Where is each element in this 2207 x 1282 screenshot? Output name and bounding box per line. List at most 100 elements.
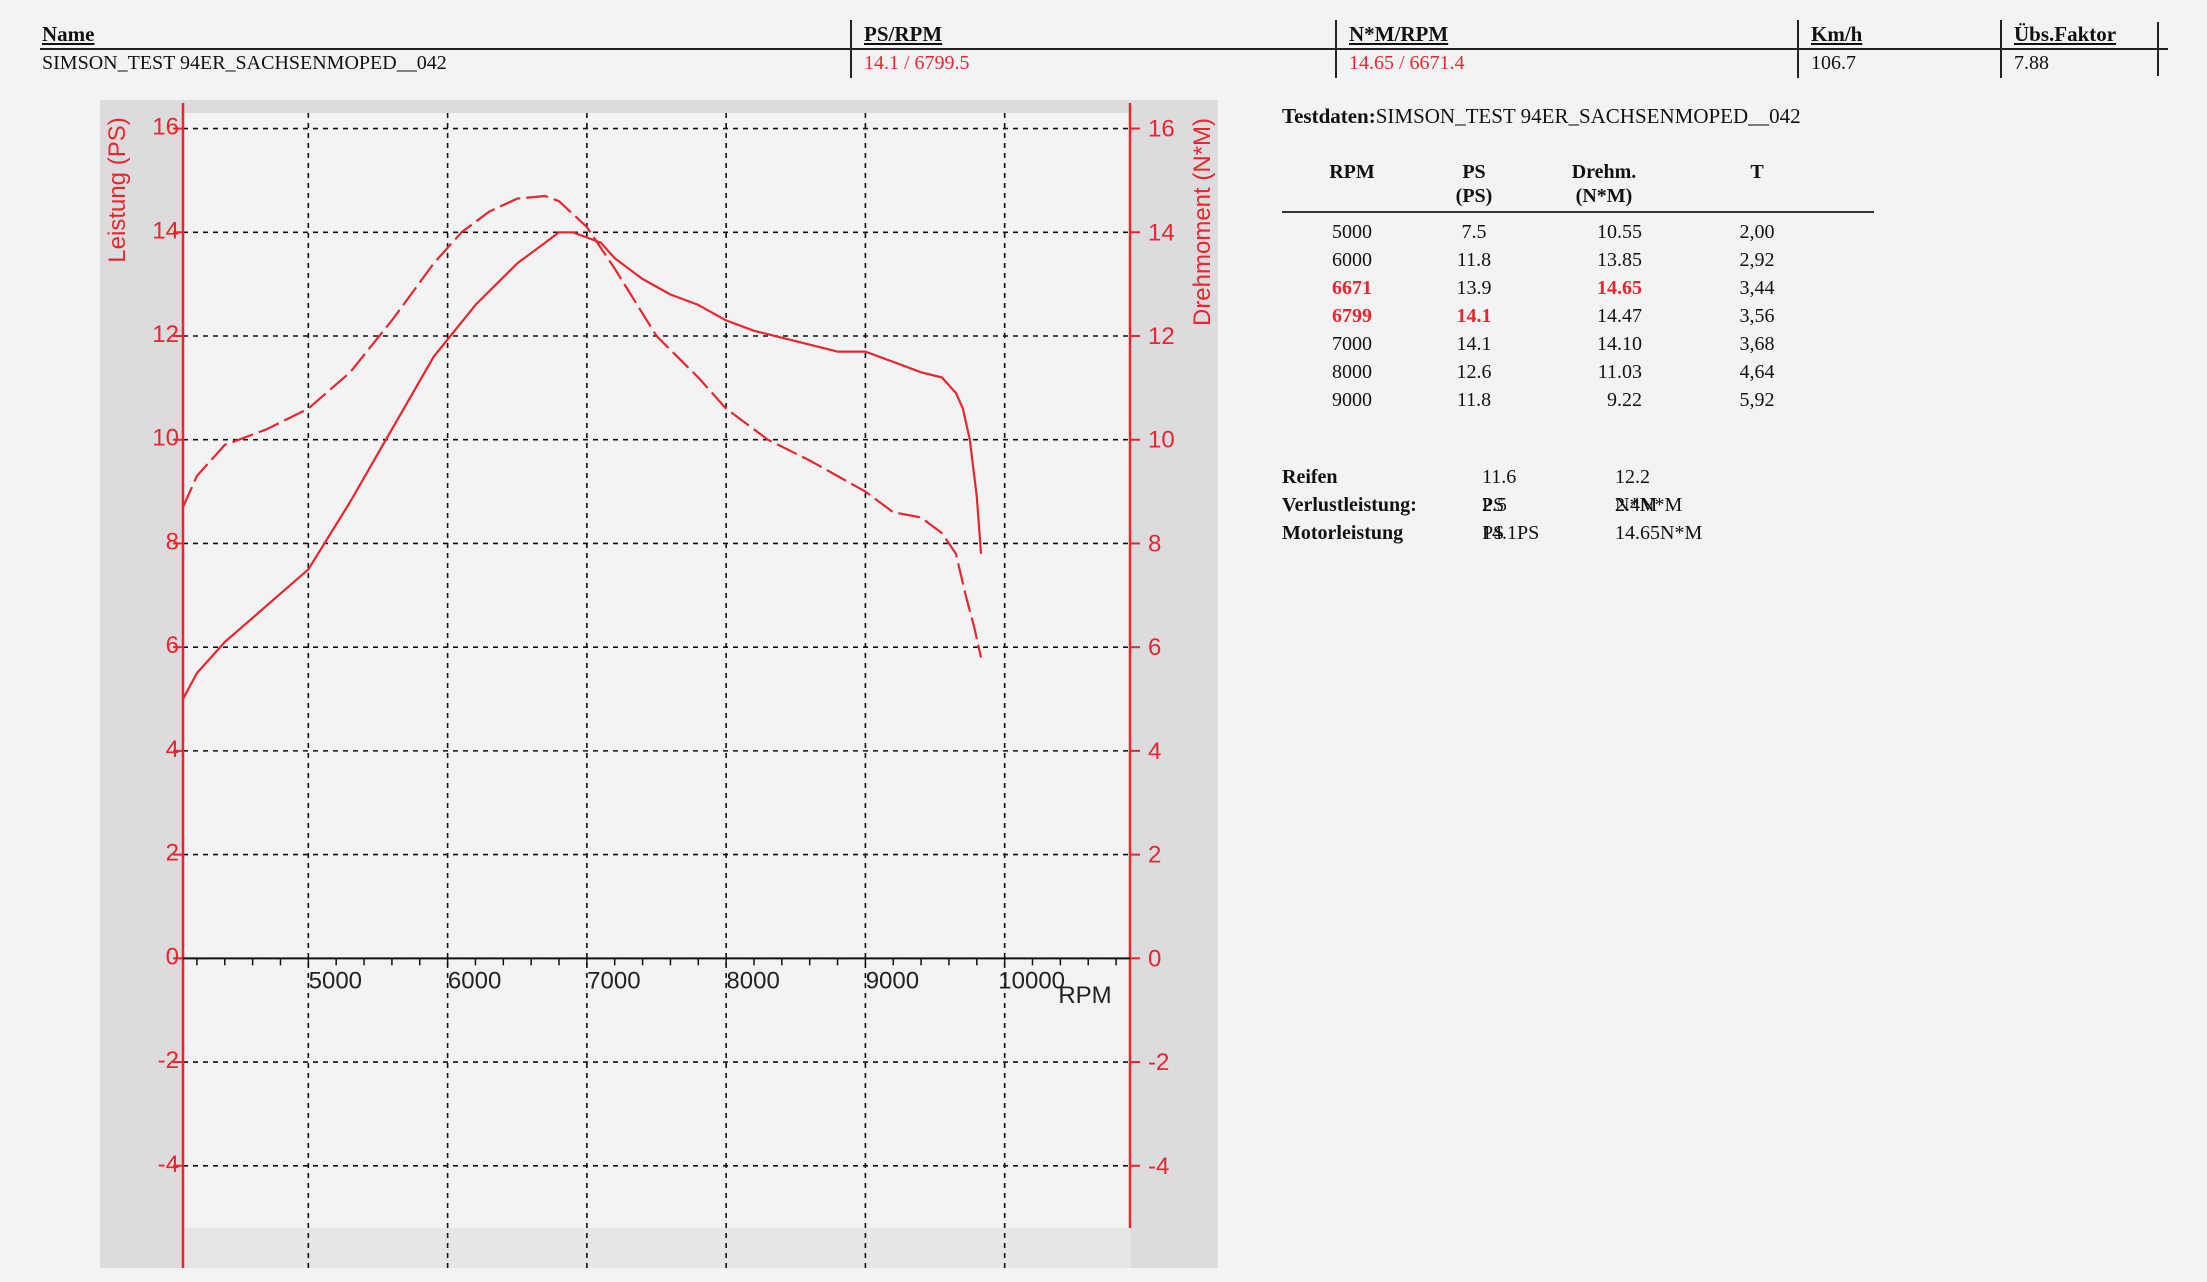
y-right-tick-label: 2 bbox=[1148, 842, 1161, 869]
table-cell-nm: 10.55 bbox=[1597, 221, 1642, 243]
table-cell-t: 2,00 bbox=[1739, 221, 1775, 243]
y-left-tick-label: 4 bbox=[166, 736, 179, 763]
header-ps-value: 14.1 / 6799.5 bbox=[864, 52, 970, 74]
x-tick-label: 6000 bbox=[448, 967, 501, 994]
chart-background bbox=[100, 100, 1218, 1268]
table-cell-nm: 14.65 bbox=[1597, 277, 1642, 299]
table-row: 9000 11.8 9.22 5,92 bbox=[1282, 386, 1874, 414]
power-curve bbox=[182, 231, 983, 700]
y-left-tick-label: 14 bbox=[152, 217, 179, 244]
col-header-drehm-line1: Drehm. bbox=[1571, 161, 1637, 183]
table-cell-ps: 7.5 bbox=[1461, 221, 1487, 243]
summary-nm: 2.4N*M bbox=[1615, 494, 1683, 516]
table-row: 6000 11.8 13.85 2,92 bbox=[1282, 246, 1874, 274]
table-cell-ps: 14.1 bbox=[1456, 305, 1492, 327]
summary-nm: 14.65N*M bbox=[1615, 522, 1703, 544]
x-tick-label: 7000 bbox=[587, 967, 640, 994]
table-cell-t: 3,68 bbox=[1739, 333, 1775, 355]
y-left-tick-label: 6 bbox=[166, 632, 179, 659]
col-header-drehm-line2: (N*M) bbox=[1575, 185, 1633, 207]
y-right-tick-label: 16 bbox=[1148, 116, 1175, 143]
y-right-tick-label: 0 bbox=[1148, 945, 1161, 972]
header-kmh-col: Km/h 106.7 bbox=[1797, 20, 1862, 78]
header-factor-value: 7.88 bbox=[2014, 52, 2049, 74]
plot-area bbox=[183, 113, 1131, 1228]
x-tick-label: 10000 bbox=[998, 967, 1065, 994]
header-nm-col: N*M/RPM 14.65 / 6671.4 bbox=[1335, 20, 1465, 78]
y-left-tick-label: 10 bbox=[152, 425, 179, 452]
dyno-chart: 16 14 12 10 8 6 4 2 0 -2 -4 16 14 12 10 8 6 4 2 0 -2 -4 5000 60… bbox=[100, 100, 1218, 1268]
table-cell-rpm: 7000 bbox=[1332, 333, 1372, 355]
table-cell-rpm: 6799 bbox=[1332, 305, 1372, 327]
summary-ps: 14.1PS bbox=[1482, 522, 1540, 544]
table-cell-ps: 11.8 bbox=[1456, 249, 1492, 271]
y-right-tick-label: 10 bbox=[1148, 427, 1175, 454]
chart-axes bbox=[181, 103, 1132, 1268]
summary-label: Reifen bbox=[1282, 466, 1338, 488]
y-right-tick-label: 4 bbox=[1148, 738, 1161, 765]
table-cell-t: 2,92 bbox=[1739, 249, 1775, 271]
summary-ps: 11.6 PS bbox=[1482, 466, 1517, 516]
header-end-bar bbox=[2157, 22, 2159, 76]
header-factor-label: Übs.Faktor bbox=[2014, 22, 2117, 46]
y-left-tick-label: 16 bbox=[152, 114, 179, 141]
table-cell-ps: 11.8 bbox=[1456, 389, 1492, 411]
y-right-tick-label: -4 bbox=[1148, 1153, 1169, 1180]
x-tick-label: 5000 bbox=[309, 967, 362, 994]
col-header-ps-line1: PS bbox=[1462, 161, 1486, 183]
x-tick-label: 9000 bbox=[866, 967, 919, 994]
header-nm-label: N*M/RPM bbox=[1349, 22, 1449, 46]
y-right-tick-label: 6 bbox=[1148, 634, 1161, 661]
table-cell-t: 3,56 bbox=[1739, 305, 1775, 327]
table-cell-nm: 11.03 bbox=[1597, 361, 1642, 383]
header-name-value: SIMSON_TEST 94ER_SACHSENMOPED__042 bbox=[42, 52, 447, 74]
y-left-tick-label: 0 bbox=[166, 943, 179, 970]
summary-ps: 2.5 PS bbox=[1482, 494, 1507, 544]
chart-ticks: 16 14 12 10 8 6 4 2 0 -2 -4 16 14 12 10 8 6 4 2 0 -2 -4 5000 60… bbox=[152, 114, 1174, 1180]
table-cell-rpm: 5000 bbox=[1332, 221, 1372, 243]
table-cell-nm: 13.85 bbox=[1597, 249, 1642, 271]
y-axis-left-label: Leistung (PS) bbox=[104, 117, 131, 262]
table-cell-ps: 12.6 bbox=[1456, 361, 1492, 383]
header-ps-label: PS/RPM bbox=[864, 22, 943, 46]
header-table: Name SIMSON_TEST 94ER_SACHSENMOPED__042 … bbox=[0, 20, 2207, 80]
testdaten-value: SIMSON_TEST 94ER_SACHSENMOPED__042 bbox=[1375, 104, 1801, 128]
torque-curve bbox=[181, 194, 983, 658]
x-tick-label: 8000 bbox=[726, 967, 779, 994]
x-axis-unit: RPM bbox=[1058, 982, 1111, 1009]
y-left-tick-label: 8 bbox=[166, 528, 179, 555]
col-header-t-text: T bbox=[1750, 161, 1764, 183]
header-kmh-value: 106.7 bbox=[1811, 52, 1856, 74]
table-cell-rpm: 6000 bbox=[1332, 249, 1372, 271]
table-cell-rpm: 6671 bbox=[1332, 277, 1372, 299]
y-right-tick-label: 8 bbox=[1148, 530, 1161, 557]
table-row: 5000 7.5 10.55 2,00 bbox=[1282, 218, 1874, 246]
header-name-label: Name bbox=[42, 22, 95, 46]
y-left-tick-label: -2 bbox=[158, 1047, 179, 1074]
header-kmh-label: Km/h bbox=[1811, 22, 1863, 46]
table-cell-ps: 13.9 bbox=[1456, 277, 1492, 299]
table-header-rule bbox=[1282, 211, 1874, 213]
table-row: 7000 14.1 14.10 3,68 bbox=[1282, 330, 1874, 358]
table-cell-t: 5,92 bbox=[1739, 389, 1775, 411]
col-header-ps: PS (PS) bbox=[1424, 160, 1524, 208]
header-ps-col: PS/RPM 14.1 / 6799.5 bbox=[850, 20, 970, 78]
y-axis-right-label: Drehmoment (N*M) bbox=[1189, 118, 1216, 326]
table-row: 6671 13.9 14.65 3,44 bbox=[1282, 274, 1874, 302]
bottom-band bbox=[183, 1228, 1131, 1268]
col-header-rpm: RPM bbox=[1282, 160, 1422, 184]
table-row: 8000 12.6 11.03 4,64 bbox=[1282, 358, 1874, 386]
table-cell-rpm: 9000 bbox=[1332, 389, 1372, 411]
y-right-tick-label: -2 bbox=[1148, 1049, 1169, 1076]
table-cell-rpm: 8000 bbox=[1332, 361, 1372, 383]
header-name-col: Name SIMSON_TEST 94ER_SACHSENMOPED__042 bbox=[42, 20, 447, 78]
col-header-t: T bbox=[1682, 160, 1832, 184]
chart-grid bbox=[183, 113, 1130, 1268]
header-nm-value: 14.65 / 6671.4 bbox=[1349, 52, 1465, 74]
table-cell-t: 3,44 bbox=[1739, 277, 1775, 299]
testdaten-line: Testdaten:SIMSON_TEST 94ER_SACHSENMOPED_… bbox=[1282, 104, 1801, 129]
testdaten-label: Testdaten: bbox=[1282, 104, 1376, 128]
y-right-tick-label: 12 bbox=[1148, 323, 1175, 350]
y-right-tick-label: 14 bbox=[1148, 219, 1175, 246]
table-cell-t: 4,64 bbox=[1739, 361, 1775, 383]
